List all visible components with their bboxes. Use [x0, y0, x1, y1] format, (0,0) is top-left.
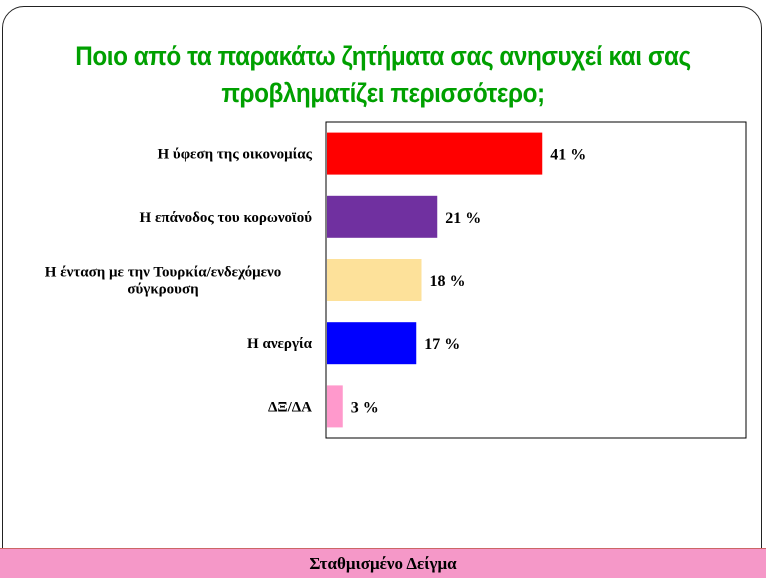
value-label-3: 17 % [424, 336, 460, 353]
footer-sample-note: Σταθμισμένο Δείγμα [0, 548, 766, 578]
bar-3 [327, 322, 417, 365]
value-label-4: 3 % [351, 399, 379, 416]
chart-title: Ποιο από τα παρακάτω ζητήματα σας ανησυχ… [38, 38, 727, 112]
bar-4 [327, 385, 343, 428]
chart-title-line-1: Ποιο από τα παρακάτω ζητήματα σας ανησυχ… [75, 41, 691, 71]
bars-group: 41 % Η ύφεση της οικονομίας 21 % Η επάνοδος… [45, 132, 586, 428]
value-label-2: 18 % [430, 273, 466, 290]
category-label-3: Η ανεργία [247, 336, 313, 352]
category-label-1: Η επάνοδος του κορωνοϊού [140, 210, 313, 226]
category-label-0: Η ύφεση της οικονομίας [157, 147, 312, 163]
bar-0 [327, 132, 543, 175]
value-label-0: 41 % [550, 147, 586, 164]
category-label-2: Η ένταση με την Τουρκία/ενδεχόμενο σύγκρο… [45, 265, 281, 298]
value-label-1: 21 % [445, 210, 481, 227]
category-label-4: ΔΞ/ΔΑ [268, 399, 312, 415]
bar-2 [327, 259, 422, 301]
chart-title-line-2: προβληματίζει περισσότερο; [221, 78, 545, 108]
bar-1 [327, 195, 438, 238]
